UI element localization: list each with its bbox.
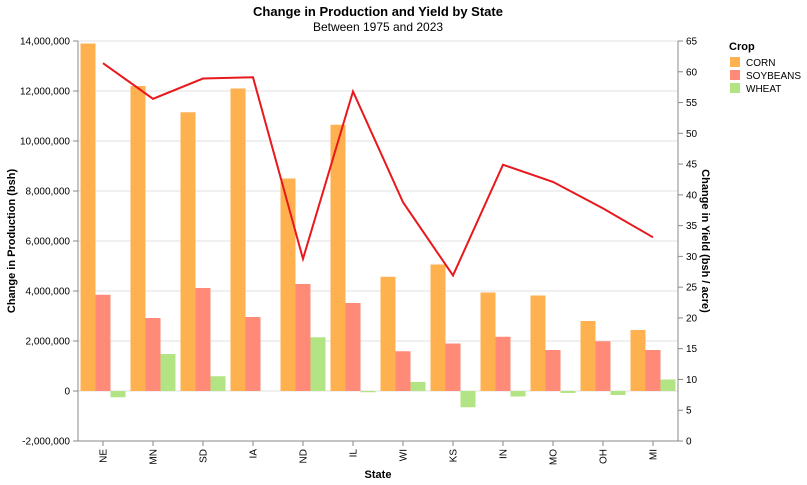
y-tick-label: 0 (64, 387, 70, 398)
legend-swatch-wheat (730, 83, 740, 93)
bar-corn-nd (280, 178, 296, 391)
bar-corn-mi (630, 330, 646, 391)
bar-wheat-il (360, 391, 376, 393)
bar-soybeans-il (345, 303, 361, 391)
bar-corn-sd (180, 112, 196, 391)
bar-wheat-mi (660, 379, 676, 391)
x-tick-label: MO (549, 449, 560, 465)
bar-soybeans-in (495, 336, 511, 391)
y-tick-label: 2,000,000 (26, 337, 71, 348)
y-tick-label: 10,000,000 (20, 137, 70, 148)
legend: Crop CORN SOYBEANS WHEAT (729, 41, 801, 95)
y2-tick-label: 30 (686, 252, 698, 263)
x-tick-label: NE (99, 449, 110, 463)
x-tick-label: SD (199, 449, 210, 463)
y2-tick-label: 15 (686, 344, 698, 355)
bars (80, 43, 676, 408)
y-tick-label: -2,000,000 (22, 437, 70, 448)
legend-swatch-soybeans (730, 70, 740, 80)
y-tick-label: 6,000,000 (26, 237, 71, 248)
y2-tick-label: 5 (686, 406, 692, 417)
y-tick-label: 8,000,000 (26, 187, 71, 198)
x-tick-label: IA (249, 449, 260, 459)
y2-tick-label: 55 (686, 98, 698, 109)
bar-corn-oh (580, 321, 596, 391)
y2-axis-title: Change in Yield (bsh / acre) (699, 169, 711, 313)
legend-label-soybeans: SOYBEANS (746, 71, 801, 82)
y2-tick-label: 50 (686, 129, 698, 140)
y2-tick-label: 0 (686, 437, 692, 448)
legend-swatch-corn (730, 57, 740, 67)
axes: -2,000,000 0 2,000,000 4,000,000 6,000,000 8,… (20, 37, 698, 466)
y2-tick-label: 20 (686, 313, 698, 324)
y-axis-title: Change in Production (bsh) (6, 169, 18, 314)
y2-tick-label: 35 (686, 221, 698, 232)
bar-soybeans-ks (445, 343, 461, 391)
x-tick-label: MN (149, 449, 160, 465)
legend-title: Crop (729, 41, 755, 53)
x-tick-label: IN (499, 449, 510, 459)
bar-corn-wi (380, 276, 396, 391)
y-tick-label: 12,000,000 (20, 87, 70, 98)
y2-tick-label: 10 (686, 375, 698, 386)
y2-tick-label: 60 (686, 67, 698, 78)
bar-soybeans-oh (595, 341, 611, 391)
chart-subtitle: Between 1975 and 2023 (313, 20, 443, 34)
y-tick-label: 4,000,000 (26, 287, 71, 298)
bar-corn-ks (430, 264, 446, 391)
bar-soybeans-mi (645, 350, 661, 391)
bar-wheat-mn (160, 354, 176, 391)
bar-wheat-wi (410, 382, 426, 391)
bar-corn-mn (130, 86, 146, 391)
bar-soybeans-ia (245, 317, 261, 391)
bar-wheat-mo (560, 391, 576, 393)
y2-tick-label: 40 (686, 190, 698, 201)
y2-tick-label: 45 (686, 160, 698, 171)
legend-label-corn: CORN (746, 58, 775, 69)
x-tick-label: MI (649, 449, 660, 460)
bar-soybeans-wi (395, 351, 411, 391)
bar-soybeans-nd (295, 284, 311, 391)
x-axis-title: State (365, 469, 392, 481)
y2-tick-label: 65 (686, 37, 698, 48)
x-tick-label: WI (399, 449, 410, 461)
bar-soybeans-sd (195, 288, 211, 391)
bar-wheat-in (510, 391, 526, 397)
x-tick-label: KS (449, 449, 460, 463)
x-tick-label: OH (599, 449, 610, 464)
bar-corn-in (480, 292, 496, 391)
bar-corn-ia (230, 88, 246, 391)
bar-wheat-ks (460, 391, 476, 408)
bar-wheat-ne (110, 391, 126, 398)
legend-label-wheat: WHEAT (746, 84, 781, 95)
bar-soybeans-ne (95, 294, 111, 391)
grid-lines (78, 40, 678, 442)
y-tick-label: 14,000,000 (20, 37, 70, 48)
yield-line-path (102, 62, 654, 278)
chart-title: Change in Production and Yield by State (253, 4, 503, 19)
bar-soybeans-mo (545, 350, 561, 391)
bar-wheat-nd (310, 337, 326, 391)
bar-corn-mo (530, 295, 546, 391)
yield-line (102, 62, 654, 278)
y2-tick-label: 25 (686, 283, 698, 294)
bar-corn-il (330, 124, 346, 391)
x-tick-label: IL (349, 449, 360, 458)
bar-wheat-oh (610, 391, 626, 395)
bar-soybeans-mn (145, 318, 161, 391)
bar-corn-ne (80, 43, 96, 391)
x-tick-label: ND (299, 449, 310, 463)
bar-wheat-sd (210, 376, 226, 391)
